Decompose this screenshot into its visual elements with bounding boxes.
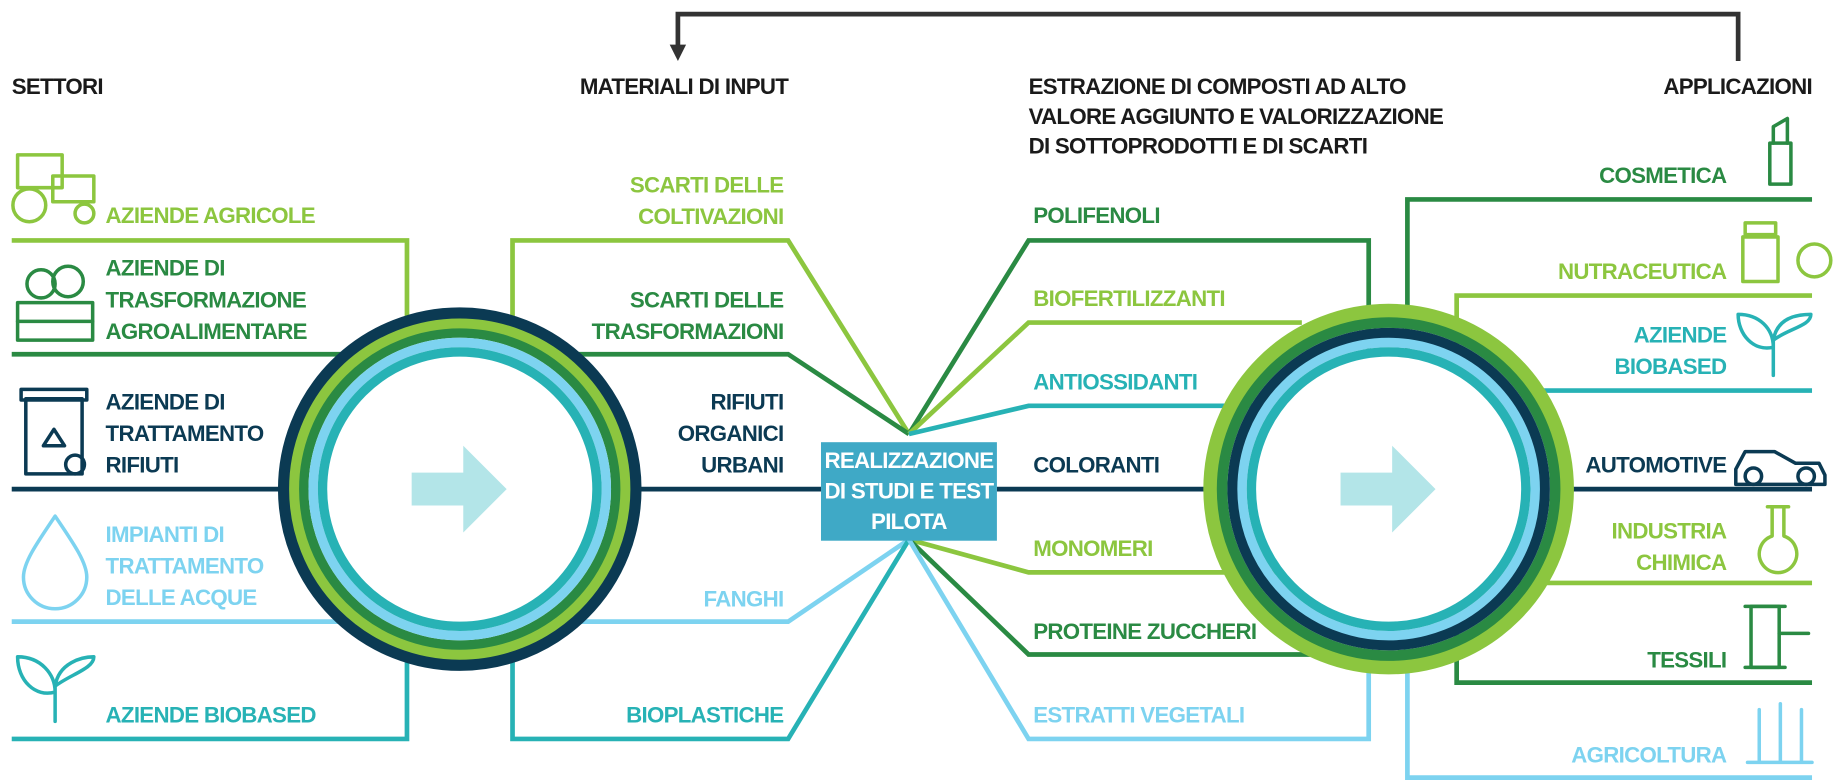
output-label: POLIFENOLI bbox=[1033, 203, 1160, 228]
left-circle bbox=[277, 307, 642, 671]
application-label: CHIMICA bbox=[1636, 550, 1727, 575]
sector-label: RIFIUTI bbox=[106, 453, 179, 478]
feedback-arrow bbox=[675, 11, 1741, 62]
application-label: AUTOMOTIVE bbox=[1585, 453, 1726, 478]
input-label: SCARTI DELLE bbox=[630, 172, 784, 197]
line bbox=[907, 320, 1302, 436]
application-label: AGRICOLTURA bbox=[1571, 742, 1727, 767]
line bbox=[906, 238, 1372, 436]
drop-icon bbox=[21, 514, 89, 611]
application-label: TESSILI bbox=[1647, 647, 1726, 672]
line bbox=[562, 351, 911, 436]
plant-icon bbox=[1736, 312, 1813, 378]
labels: SETTORI MATERIALI DI INPUT ESTRAZIONE DI C… bbox=[12, 74, 1813, 768]
application-label: BIOBASED bbox=[1615, 354, 1728, 379]
center-label: REALIZZAZIONE bbox=[824, 448, 993, 473]
application-label: NUTRACEUTICA bbox=[1558, 259, 1727, 284]
output-label: ESTRATTI VEGETALI bbox=[1033, 702, 1244, 727]
right-circle bbox=[1203, 303, 1574, 675]
output-label: COLORANTI bbox=[1033, 453, 1159, 478]
sector-label: TRATTAMENTO bbox=[106, 421, 264, 446]
lipstick-icon bbox=[1768, 116, 1793, 186]
line bbox=[1405, 197, 1813, 352]
car-icon bbox=[1734, 449, 1827, 487]
sector-label: AZIENDE DI bbox=[106, 256, 225, 281]
line bbox=[562, 537, 911, 624]
flask-icon bbox=[1757, 504, 1799, 575]
center-label: PILOTA bbox=[871, 509, 947, 534]
line bbox=[907, 537, 1338, 657]
bin-icon bbox=[19, 387, 89, 476]
application-label: AZIENDE bbox=[1634, 323, 1727, 348]
line bbox=[1405, 639, 1813, 780]
line bbox=[11, 238, 410, 323]
sector-label: AZIENDE DI bbox=[106, 389, 225, 414]
line bbox=[11, 633, 410, 742]
arrow-head bbox=[669, 44, 687, 62]
input-label: FANGHI bbox=[704, 586, 784, 611]
left-lines bbox=[11, 238, 911, 742]
application-label: INDUSTRIA bbox=[1612, 518, 1728, 543]
output-label: BIOFERTILIZZANTI bbox=[1033, 286, 1225, 311]
line bbox=[510, 538, 911, 742]
line bbox=[510, 238, 911, 436]
input-label: URBANI bbox=[701, 453, 783, 478]
spool-icon bbox=[1743, 604, 1811, 670]
line bbox=[908, 403, 1261, 437]
supplement-icon bbox=[1741, 221, 1833, 284]
center-box bbox=[820, 442, 997, 541]
sector-label: DELLE ACQUE bbox=[106, 585, 257, 610]
sector-label: IMPIANTI DI bbox=[106, 522, 224, 547]
input-label: RIFIUTI bbox=[710, 389, 783, 414]
line bbox=[1454, 633, 1813, 685]
input-label: TRASFORMAZIONI bbox=[592, 319, 784, 344]
right-lines bbox=[906, 197, 1813, 780]
output-label: MONOMERI bbox=[1033, 536, 1152, 561]
header: SETTORI bbox=[12, 74, 103, 99]
crate-icon bbox=[15, 264, 95, 342]
header: VALORE AGGIUNTO E VALORIZZAZIONE bbox=[1029, 104, 1444, 129]
input-label: SCARTI DELLE bbox=[630, 287, 784, 312]
input-label: COLTIVAZIONI bbox=[638, 204, 783, 229]
tractor-icon bbox=[11, 153, 96, 225]
sector-label: TRASFORMAZIONE bbox=[106, 287, 306, 312]
output-label: PROTEINE ZUCCHERI bbox=[1033, 619, 1256, 644]
sector-label: AGROALIMENTARE bbox=[106, 319, 307, 344]
sector-label: AZIENDE BIOBASED bbox=[106, 702, 317, 727]
input-label: ORGANICI bbox=[678, 421, 784, 446]
header: ESTRAZIONE DI COMPOSTI AD ALTO bbox=[1029, 74, 1407, 99]
center-label: DI STUDI E TEST bbox=[825, 478, 995, 503]
header: DI SOTTOPRODOTTI E DI SCARTI bbox=[1029, 134, 1368, 159]
application-label: COSMETICA bbox=[1599, 163, 1727, 188]
output-label: ANTIOSSIDANTI bbox=[1033, 369, 1197, 394]
sector-label: AZIENDE AGRICOLE bbox=[106, 203, 315, 228]
crops-icon bbox=[1745, 701, 1814, 765]
plant-icon bbox=[15, 655, 96, 724]
header: APPLICAZIONI bbox=[1663, 74, 1812, 99]
sector-label: TRATTAMENTO bbox=[106, 554, 264, 579]
line bbox=[908, 537, 1291, 575]
input-label: BIOPLASTICHE bbox=[626, 702, 783, 727]
header: MATERIALI DI INPUT bbox=[580, 74, 789, 99]
line bbox=[906, 538, 1372, 742]
